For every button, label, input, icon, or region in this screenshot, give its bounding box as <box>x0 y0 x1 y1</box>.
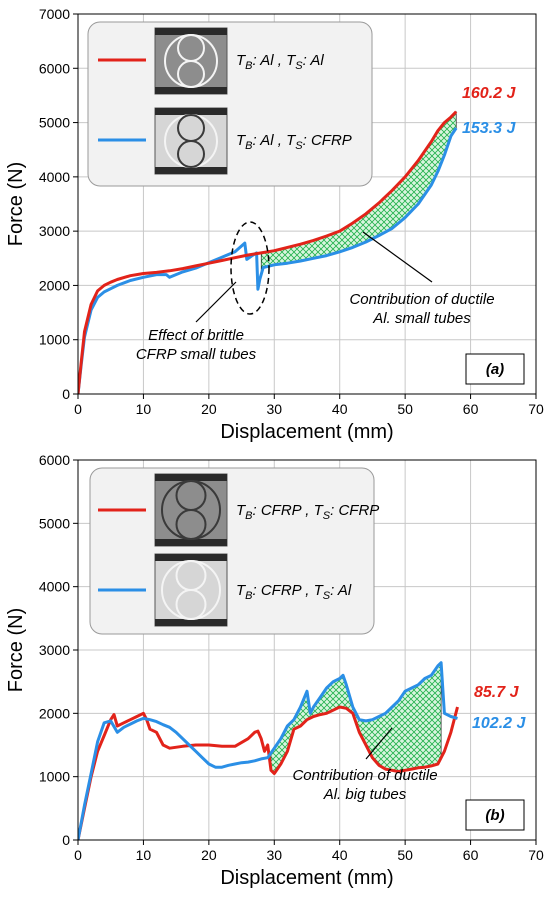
y-tick-label: 3000 <box>39 223 70 239</box>
legend-label-red: TB: Al , TS: Al <box>236 52 324 72</box>
x-tick-label: 10 <box>136 847 152 863</box>
x-tick-label: 0 <box>74 847 82 863</box>
specimen-photo <box>154 107 228 175</box>
annotation-leader <box>195 281 237 323</box>
x-axis-title: Displacement (mm) <box>220 867 393 889</box>
series-line-red <box>78 705 459 840</box>
y-tick-label: 4000 <box>39 579 70 595</box>
plot-frame <box>77 13 537 395</box>
y-tick-label: 5000 <box>39 515 70 531</box>
annotation-text: CFRP small tubes <box>136 346 257 363</box>
legend-label-blue: TB: Al , TS: CFRP <box>236 132 352 152</box>
y-tick-label: 5000 <box>39 115 70 131</box>
annotation-leader <box>365 727 393 760</box>
y-tick-label: 2000 <box>39 277 70 293</box>
energy-label-red: 160.2 J <box>462 85 516 102</box>
y-tick-label: 0 <box>62 386 70 402</box>
x-tick-label: 70 <box>528 401 544 417</box>
annotation-text: Al. small tubes <box>372 310 471 327</box>
specimen-photo <box>154 473 228 547</box>
legend-box <box>89 467 375 635</box>
y-tick-label: 0 <box>62 832 70 848</box>
annotation-text: Contribution of ductile <box>292 767 437 784</box>
x-tick-label: 70 <box>528 847 544 863</box>
x-tick-label: 10 <box>136 401 152 417</box>
y-axis-title: Force (N) <box>5 608 27 692</box>
annotation-text: Contribution of ductile <box>349 291 494 308</box>
x-tick-label: 60 <box>463 401 479 417</box>
annotation-leader <box>362 231 433 283</box>
series-line-red <box>78 110 458 394</box>
y-tick-label: 4000 <box>39 169 70 185</box>
panel-b: 0 10 20 30 40 50 60 70 0 1000 2000 3000 4000 5000 6000… <box>5 452 544 889</box>
panel-label: (a) <box>486 361 504 378</box>
y-tick-label: 3000 <box>39 642 70 658</box>
dashed-highlight-ellipse <box>230 221 270 315</box>
y-tick-label: 6000 <box>39 60 70 76</box>
y-tick-label: 1000 <box>39 332 70 348</box>
x-tick-label: 30 <box>266 847 282 863</box>
x-tick-label: 30 <box>266 401 282 417</box>
legend-label-red: TB: CFRP , TS: CFRP <box>236 502 379 522</box>
y-tick-label: 7000 <box>39 6 70 22</box>
annotation-text: Effect of brittle <box>148 327 244 344</box>
x-tick-label: 60 <box>463 847 479 863</box>
y-tick-label: 2000 <box>39 705 70 721</box>
legend: TB: Al , TS: Al TB: Al , TS: CFRP <box>87 21 373 187</box>
specimen-photo <box>154 27 228 95</box>
y-axis-title: Force (N) <box>5 162 27 246</box>
energy-label-blue: 153.3 J <box>462 120 516 137</box>
y-tick-label: 1000 <box>39 769 70 785</box>
energy-label-blue: 102.2 J <box>472 715 526 732</box>
legend-label-blue: TB: CFRP , TS: Al <box>236 582 352 602</box>
x-tick-label: 20 <box>201 847 217 863</box>
annotation-text: Al. big tubes <box>323 786 407 803</box>
y-tick-label: 6000 <box>39 452 70 468</box>
x-tick-label: 40 <box>332 847 348 863</box>
panel-a: 0 10 20 30 40 50 60 70 0 1000 2000 3000 4000 5000 6000… <box>5 6 544 443</box>
plot-frame <box>77 459 537 841</box>
x-tick-label: 50 <box>397 401 413 417</box>
x-axis-title: Displacement (mm) <box>220 421 393 443</box>
x-tick-label: 50 <box>397 847 413 863</box>
series-line-blue <box>78 661 458 840</box>
x-tick-label: 20 <box>201 401 217 417</box>
panel-label: (b) <box>485 807 504 824</box>
legend: TB: CFRP , TS: CFRP TB: CFRP , TS: Al <box>89 467 379 635</box>
specimen-photo <box>154 553 228 627</box>
x-tick-label: 0 <box>74 401 82 417</box>
x-tick-label: 40 <box>332 401 348 417</box>
panel-label-box <box>465 799 525 831</box>
energy-label-red: 85.7 J <box>474 684 520 701</box>
legend-box <box>87 21 373 187</box>
panel-label-box <box>465 353 525 385</box>
